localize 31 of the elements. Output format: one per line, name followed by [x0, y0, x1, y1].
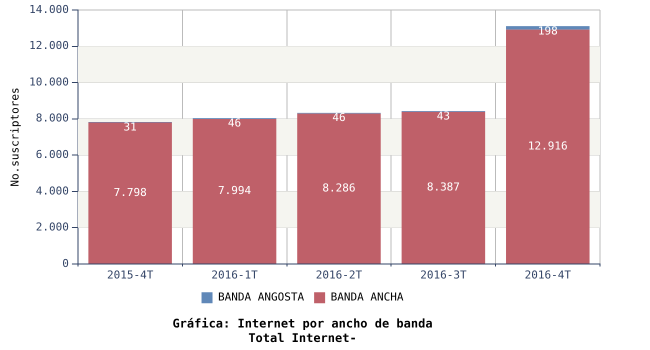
data-label: 46 [332, 111, 346, 124]
x-tick-label: 2016-4T [524, 268, 572, 282]
data-label: 7.798 [114, 186, 147, 199]
y-axis-title: No.suscriptores [8, 87, 22, 187]
x-tick-label: 2016-1T [211, 268, 258, 282]
y-tick-label: 8.000 [36, 112, 69, 125]
data-label: 8.387 [426, 180, 460, 194]
bar [192, 118, 276, 264]
data-label: 43 [436, 109, 450, 122]
y-tick-label: 14.000 [29, 2, 69, 16]
bar [297, 114, 381, 264]
x-tick-label: 2015-4T [106, 268, 154, 282]
y-tick-label: 2.000 [36, 220, 69, 234]
data-label: 12.916 [528, 139, 568, 152]
x-tick-label: 2016-3T [420, 268, 467, 282]
legend-label: BANDA ANCHA [330, 290, 404, 304]
data-label: 8.286 [322, 181, 356, 194]
legend-label: BANDA ANGOSTA [218, 290, 304, 304]
y-tick-label: 4.000 [36, 184, 69, 198]
text: Total Internet- [248, 330, 357, 345]
y-tick-label: 12.000 [29, 39, 69, 52]
y-tick-label: 10.000 [29, 75, 69, 88]
y-tick-label: 0 [62, 256, 69, 270]
data-label: 7.994 [218, 184, 252, 198]
data-label: 46 [228, 116, 242, 130]
x-tick-label: 2016-2T [316, 268, 363, 282]
y-tick-label: 6.000 [36, 148, 69, 161]
bar [88, 122, 172, 264]
data-label: 31 [124, 120, 137, 134]
text: Gráfica: Internet por ancho de banda [172, 316, 433, 331]
bar [402, 112, 486, 264]
